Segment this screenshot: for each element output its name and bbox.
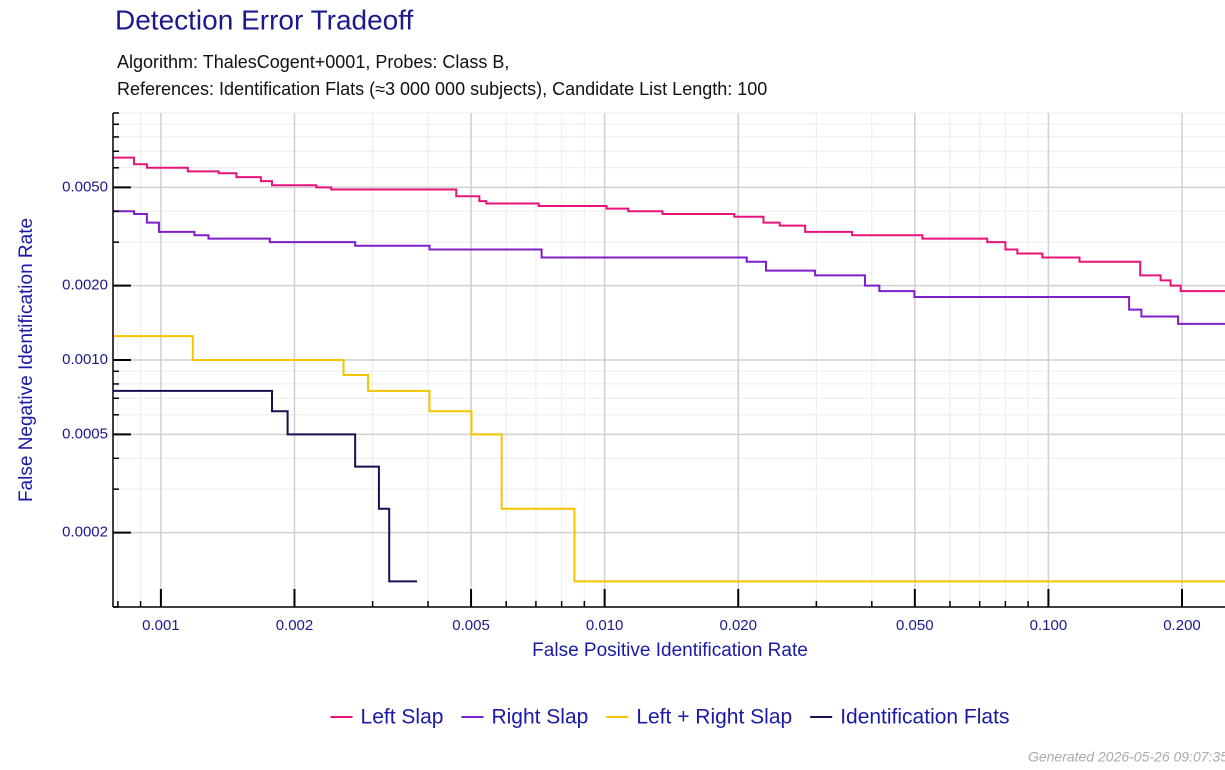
chart-title: Detection Error Tradeoff xyxy=(115,4,414,35)
y-tick-label: 0.0005 xyxy=(62,425,108,442)
y-tick-label: 0.0050 xyxy=(62,178,108,195)
y-tick-label: 0.0002 xyxy=(62,524,108,541)
y-axis-label: False Negative Identification Rate xyxy=(16,218,37,502)
subtitle: References: Identification Flats (≈3 000… xyxy=(117,79,767,99)
footer: Generated 2026-05-26 09:07:35 xyxy=(1028,749,1225,765)
series-line xyxy=(113,335,1225,583)
x-tick-label: 0.200 xyxy=(1163,617,1201,634)
x-tick-label: 0.020 xyxy=(719,617,757,634)
series-line xyxy=(113,210,1225,325)
x-tick-label: 0.050 xyxy=(896,617,934,634)
x-tick-label: 0.100 xyxy=(1030,617,1068,634)
y-tick-label: 0.0020 xyxy=(62,277,108,294)
x-axis-label: False Positive Identification Rate xyxy=(532,640,808,661)
legend-label: Identification Flats xyxy=(840,706,1009,729)
x-tick-label: 0.002 xyxy=(276,617,314,634)
series-line xyxy=(113,389,418,583)
legend-label: Left + Right Slap xyxy=(636,706,792,729)
axes: 0.001 0.002 0.005 0.010 0.020 0.050 0.100 0.200… xyxy=(62,112,1225,634)
x-tick-label: 0.005 xyxy=(452,617,490,634)
lines xyxy=(113,156,1225,583)
series-line xyxy=(113,156,1225,293)
x-tick-label: 0.010 xyxy=(586,617,624,634)
legend: Left Slap Right Slap Left + Right Slap Iden… xyxy=(330,706,1009,729)
subtitle: Algorithm: ThalesCogent+0001, Probes: Cl… xyxy=(117,52,509,72)
y-tick-label: 0.0010 xyxy=(62,351,108,368)
x-tick-label: 0.001 xyxy=(142,617,180,634)
legend-label: Left Slap xyxy=(361,706,444,729)
legend-label: Right Slap xyxy=(491,706,588,729)
